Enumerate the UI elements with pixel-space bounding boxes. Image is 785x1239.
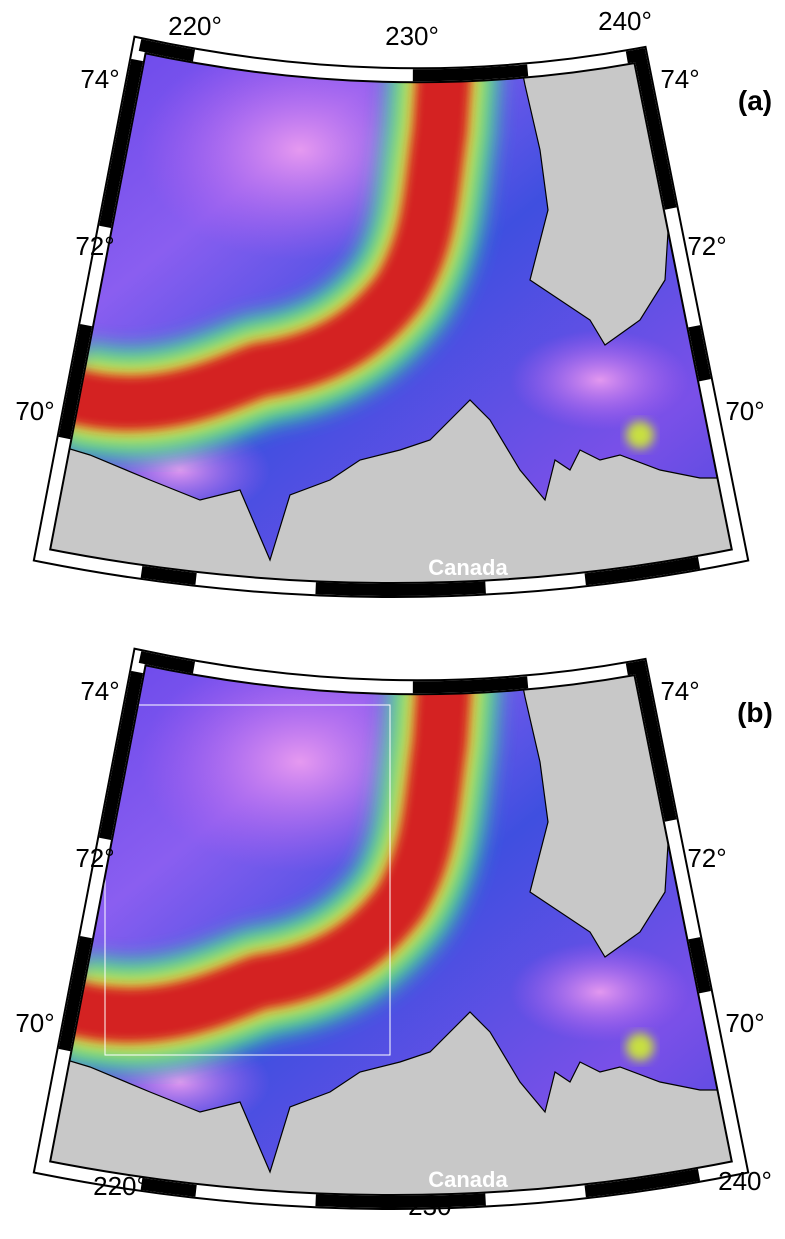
panel-label: (a) [738,85,772,116]
lat-label: 74° [80,64,119,94]
lat-label: 74° [80,676,119,706]
place-label: Canada [428,555,508,580]
lon-label: 240° [598,6,652,36]
figure: 220°230°240°74°72°70°74°72°70°(a)Canada2… [0,0,785,1239]
anomaly [510,330,690,430]
lon-label: 240° [718,1166,772,1196]
anomaly [510,942,690,1042]
lat-label: 72° [75,231,114,261]
lon-label: 220° [168,11,222,41]
map-panel: 220° 230° 240° 74° 72° 70° 74° 72° 70° (b) Canada [0,612,785,1239]
lat-label: 70° [725,1008,764,1038]
anomaly [626,421,654,449]
place-label: Canada [428,1167,508,1192]
lon-label: 230° [385,21,439,51]
map-area [0,0,785,640]
lat-label: 74° [660,64,699,94]
lon-label: 220° [93,1171,147,1201]
lat-label: 74° [660,676,699,706]
lat-label: 72° [75,843,114,873]
anomaly [626,1033,654,1061]
lat-label: 70° [15,1008,54,1038]
map-area [0,612,785,1239]
lat-label: 72° [687,843,726,873]
map-panel: 220° 230° 240° 74° 72° 70° 74° 72° 70° (a) Canada [0,0,785,640]
lat-label: 72° [687,231,726,261]
panel-label: (b) [737,697,773,728]
lat-label: 70° [15,396,54,426]
lon-label: 230° [408,1191,462,1221]
lat-label: 70° [725,396,764,426]
